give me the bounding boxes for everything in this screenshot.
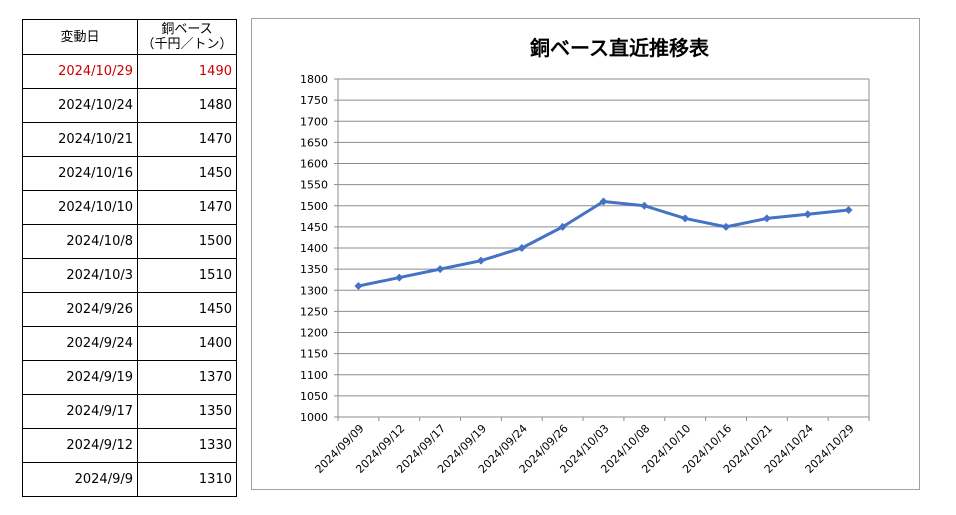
table-row: 2024/9/26 1450: [22, 292, 237, 327]
data-point: [803, 210, 812, 219]
table-header-row: 変動日 銅ベース （千円／トン）: [22, 19, 237, 55]
row-date: 2024/10/10: [22, 190, 138, 225]
data-point: [476, 256, 485, 265]
data-point: [395, 273, 404, 282]
y-tick-label: 1450: [300, 221, 328, 234]
table-row: 2024/10/16 1450: [22, 156, 237, 191]
data-point: [722, 222, 731, 231]
table-row: 2024/9/9 1310: [22, 462, 237, 497]
table-row: 2024/10/3 1510: [22, 258, 237, 293]
y-tick-label: 1700: [300, 115, 328, 128]
y-tick-label: 1400: [300, 242, 328, 255]
table-row: 2024/9/17 1350: [22, 394, 237, 429]
data-point: [599, 197, 608, 206]
row-date: 2024/9/26: [22, 292, 138, 327]
row-date: 2024/9/24: [22, 326, 138, 361]
row-price: 1500: [137, 224, 237, 259]
header-date: 変動日: [22, 19, 138, 55]
series-line: [358, 200, 849, 288]
row-price: 1450: [137, 292, 237, 327]
chart-area: 銅ベース直近推移表 1000 1050 1100 1150 1200 1250 1300 135…: [251, 18, 920, 490]
y-tick-label: 1650: [300, 136, 328, 149]
row-date: 2024/9/17: [22, 394, 138, 429]
y-tick-label: 1250: [300, 305, 328, 318]
header-price-line1: 銅ベース: [161, 22, 213, 37]
row-price: 1470: [137, 190, 237, 225]
table-row: 2024/10/24 1480: [22, 88, 237, 123]
row-date: 2024/10/21: [22, 122, 138, 157]
table-row: 2024/10/10 1470: [22, 190, 237, 225]
table-row: 2024/10/8 1500: [22, 224, 237, 259]
row-date: 2024/10/3: [22, 258, 138, 293]
data-point: [354, 282, 363, 291]
row-price: 1480: [137, 88, 237, 123]
chart-svg: 銅ベース直近推移表 1000 1050 1100 1150 1200 1250 1300 135…: [300, 36, 870, 476]
y-tick-label: 1050: [300, 390, 328, 403]
row-price: 1330: [137, 428, 237, 463]
row-price: 1450: [137, 156, 237, 191]
row-date: 2024/9/9: [22, 462, 138, 497]
y-tick-label: 1800: [300, 73, 328, 86]
table-row: 2024/10/29 1490: [22, 54, 237, 89]
data-point: [681, 214, 690, 223]
y-tick-label: 1200: [300, 327, 328, 340]
row-price: 1350: [137, 394, 237, 429]
table-row: 2024/9/24 1400: [22, 326, 237, 361]
data-point: [844, 205, 853, 214]
table-row: 2024/10/21 1470: [22, 122, 237, 157]
header-price-line2: （千円／トン）: [141, 37, 233, 52]
y-tick-label: 1000: [300, 411, 328, 424]
row-price: 1400: [137, 326, 237, 361]
header-price: 銅ベース （千円／トン）: [137, 19, 237, 55]
table-row: 2024/9/12 1330: [22, 428, 237, 463]
data-point: [436, 265, 445, 274]
y-tick-label: 1300: [300, 284, 328, 297]
data-point: [517, 244, 526, 252]
data-point: [640, 201, 649, 210]
row-date: 2024/10/24: [22, 88, 138, 123]
row-date: 2024/10/29: [22, 54, 138, 89]
data-point: [558, 222, 567, 231]
y-tick-label: 1350: [300, 263, 328, 276]
price-table: 変動日 銅ベース （千円／トン） 2024/10/29 1490 2024/10/2…: [22, 19, 237, 497]
row-price: 1510: [137, 258, 237, 293]
row-date: 2024/9/12: [22, 428, 138, 463]
row-date: 2024/10/8: [22, 224, 138, 259]
row-price: 1470: [137, 122, 237, 157]
row-price: 1370: [137, 360, 237, 395]
row-price: 1310: [137, 462, 237, 497]
table-row: 2024/9/19 1370: [22, 360, 237, 395]
row-price: 1490: [137, 54, 237, 89]
y-tick-label: 1100: [300, 369, 328, 382]
y-tick-label: 1750: [300, 94, 328, 107]
y-tick-label: 1500: [300, 200, 328, 213]
y-tick-label: 1550: [300, 179, 328, 192]
row-date: 2024/9/19: [22, 360, 138, 395]
data-point: [762, 214, 771, 223]
y-tick-label: 1150: [300, 348, 328, 361]
y-tick-label: 1600: [300, 158, 328, 171]
row-date: 2024/10/16: [22, 156, 138, 191]
chart-title: 銅ベース直近推移表: [530, 36, 710, 60]
